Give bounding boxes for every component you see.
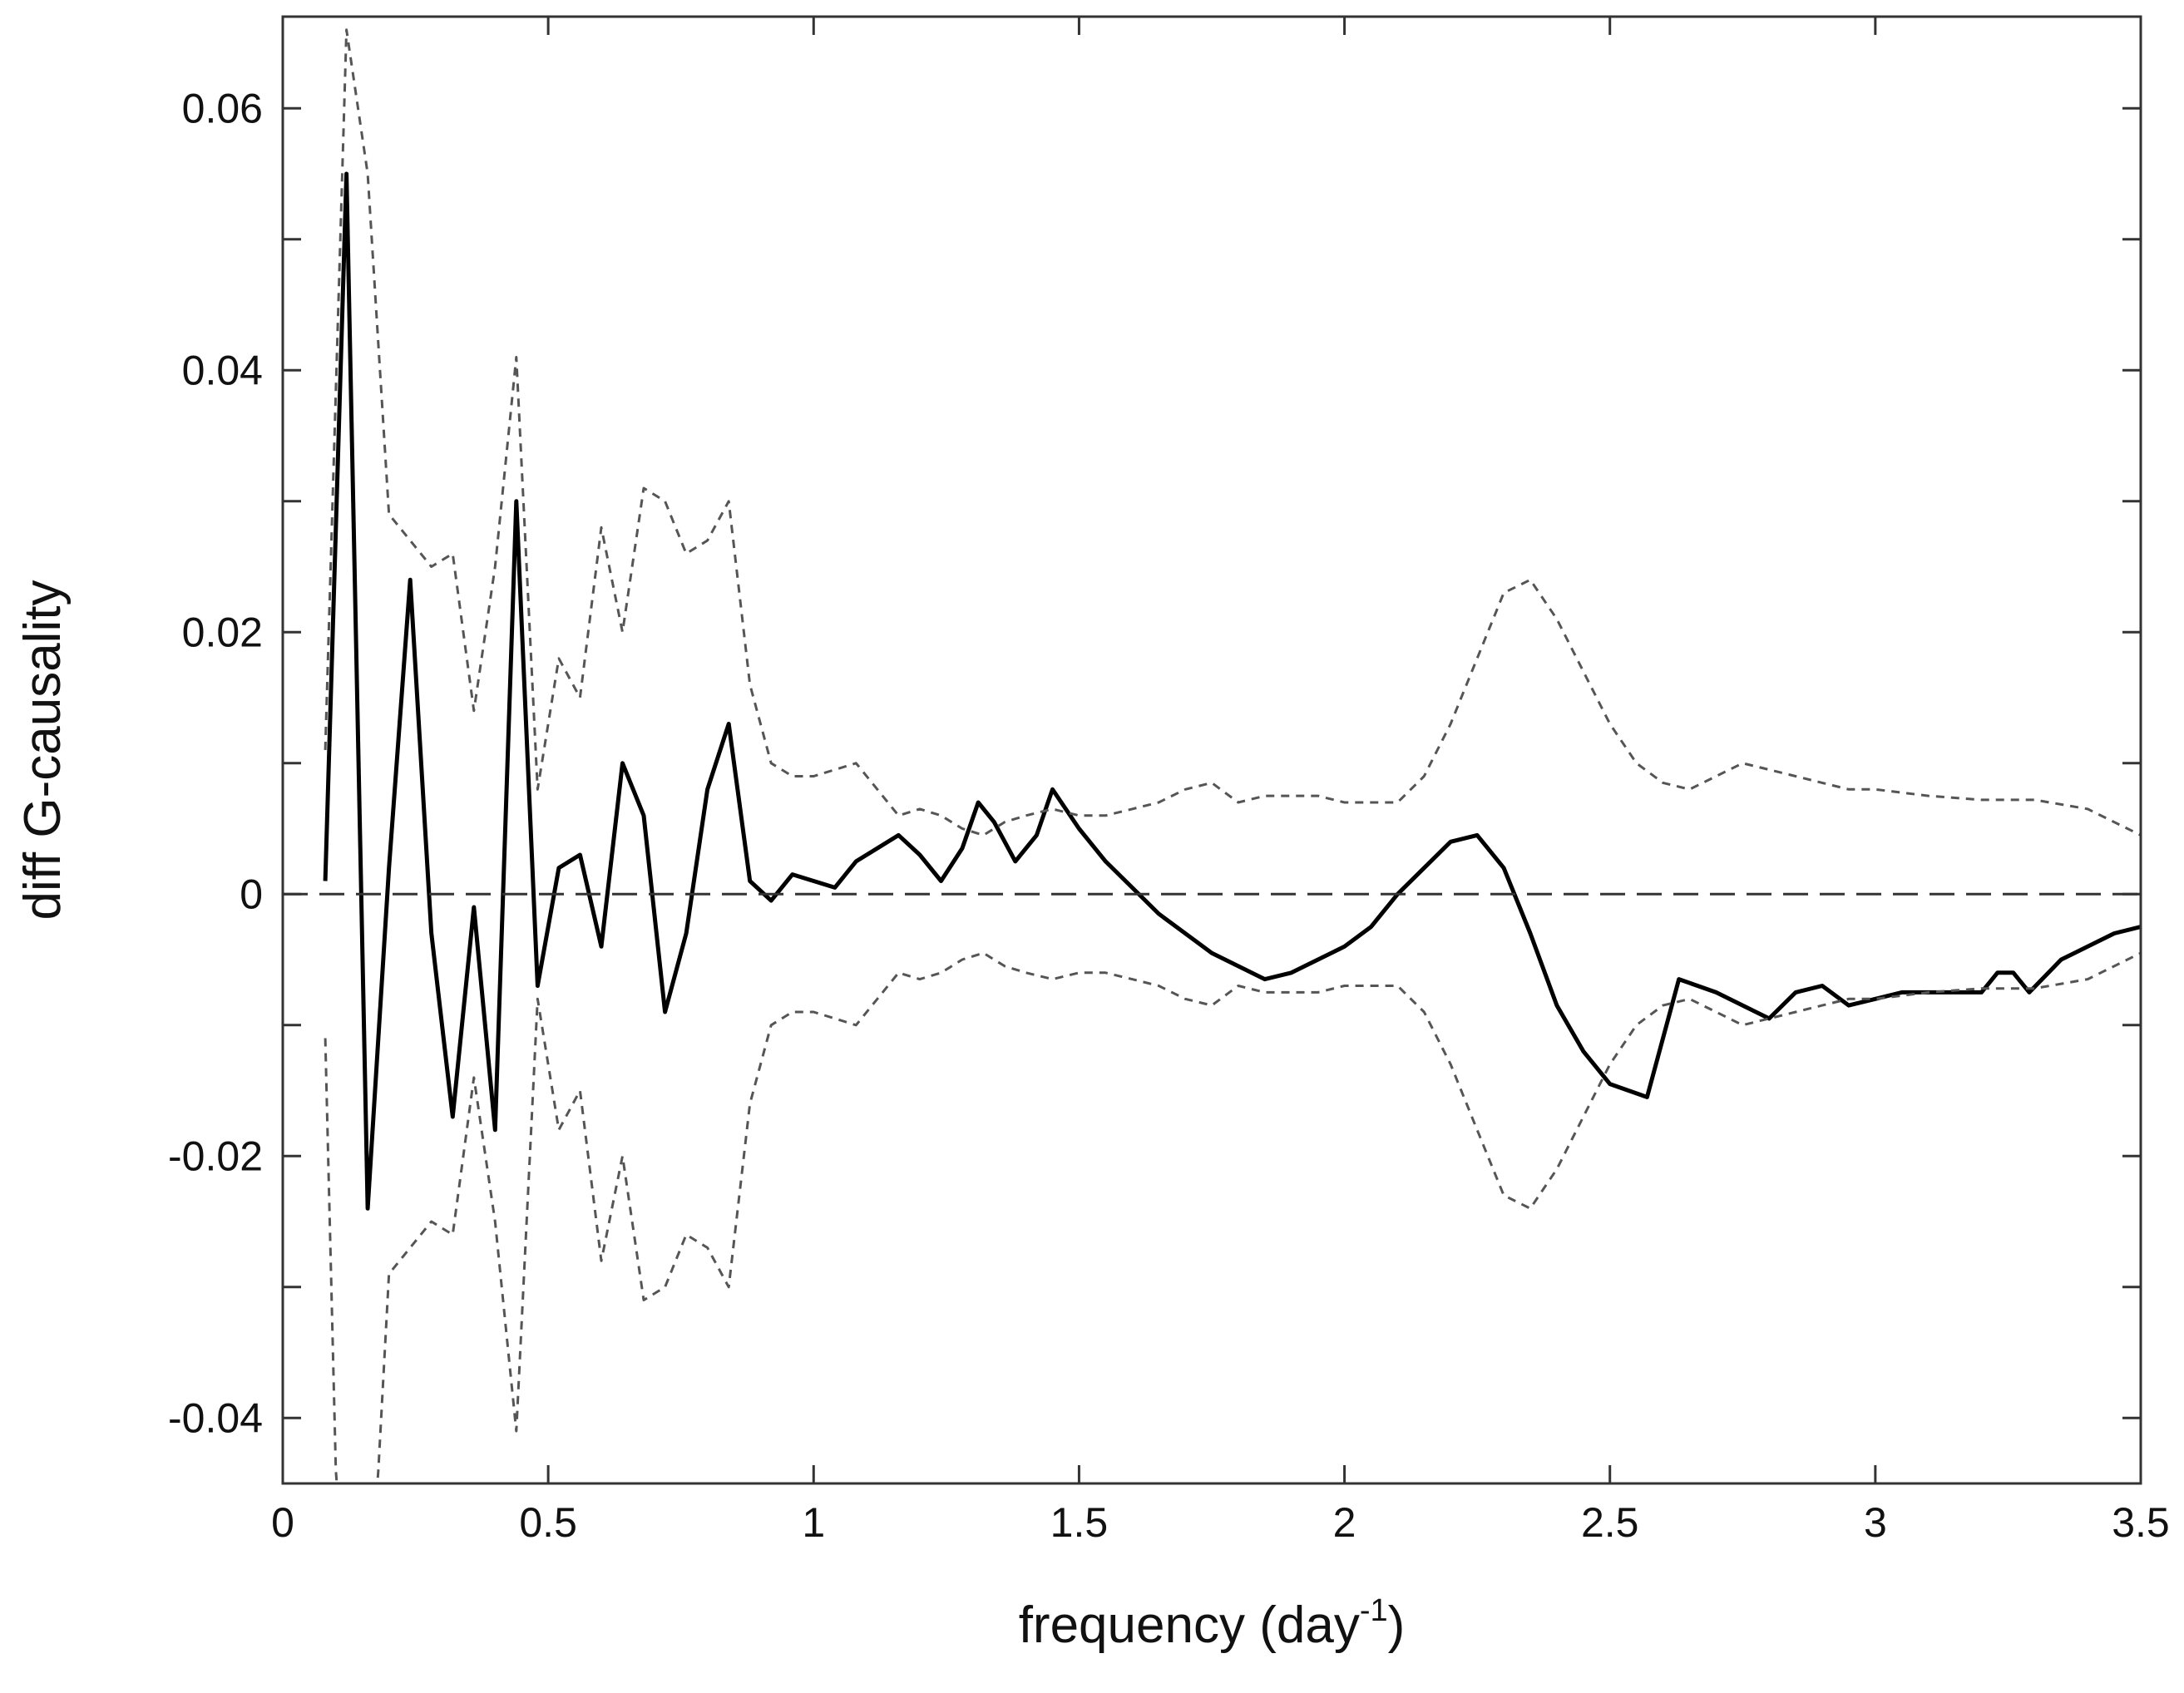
y-tick-label: 0.04	[182, 347, 263, 393]
main-series-line	[323, 171, 2141, 1211]
x-axis-label-end: )	[1388, 1597, 1406, 1654]
x-tick-label: 3.5	[2112, 1499, 2170, 1546]
y-tick-label: -0.02	[168, 1133, 263, 1179]
x-tick-label: 1.5	[1050, 1499, 1109, 1546]
x-tick-label: 0	[271, 1499, 294, 1546]
y-tick-label: -0.04	[168, 1394, 263, 1441]
series-layer	[323, 28, 2141, 1483]
x-tick-label: 1	[802, 1499, 825, 1546]
y-tick-label: 0.02	[182, 609, 263, 655]
x-axis-label-main: frequency (day	[1019, 1597, 1360, 1654]
y-tick-label: 0	[240, 871, 263, 917]
ticks-layer: 0 0.5 1 1.5 2 2.5 3 3.5 -0.04 -0.02 0 0.02 0.04 0.06	[168, 17, 2170, 1546]
plot-frame	[281, 15, 2142, 1485]
x-tick-label: 3	[1864, 1499, 1887, 1546]
y-tick-label: 0.06	[182, 85, 263, 131]
x-tick-label: 2.5	[1581, 1499, 1639, 1546]
x-tick-label: 2	[1333, 1499, 1356, 1546]
x-axis-label: frequency (day-1)	[1019, 1593, 1406, 1654]
x-tick-label: 0.5	[519, 1499, 577, 1546]
confidence-bound-line-1	[324, 28, 2141, 837]
confidence-bound-line-2	[324, 951, 2141, 1483]
y-axis-label: diff G-causality	[14, 580, 72, 921]
x-axis-label-superscript: -1	[1360, 1593, 1388, 1628]
